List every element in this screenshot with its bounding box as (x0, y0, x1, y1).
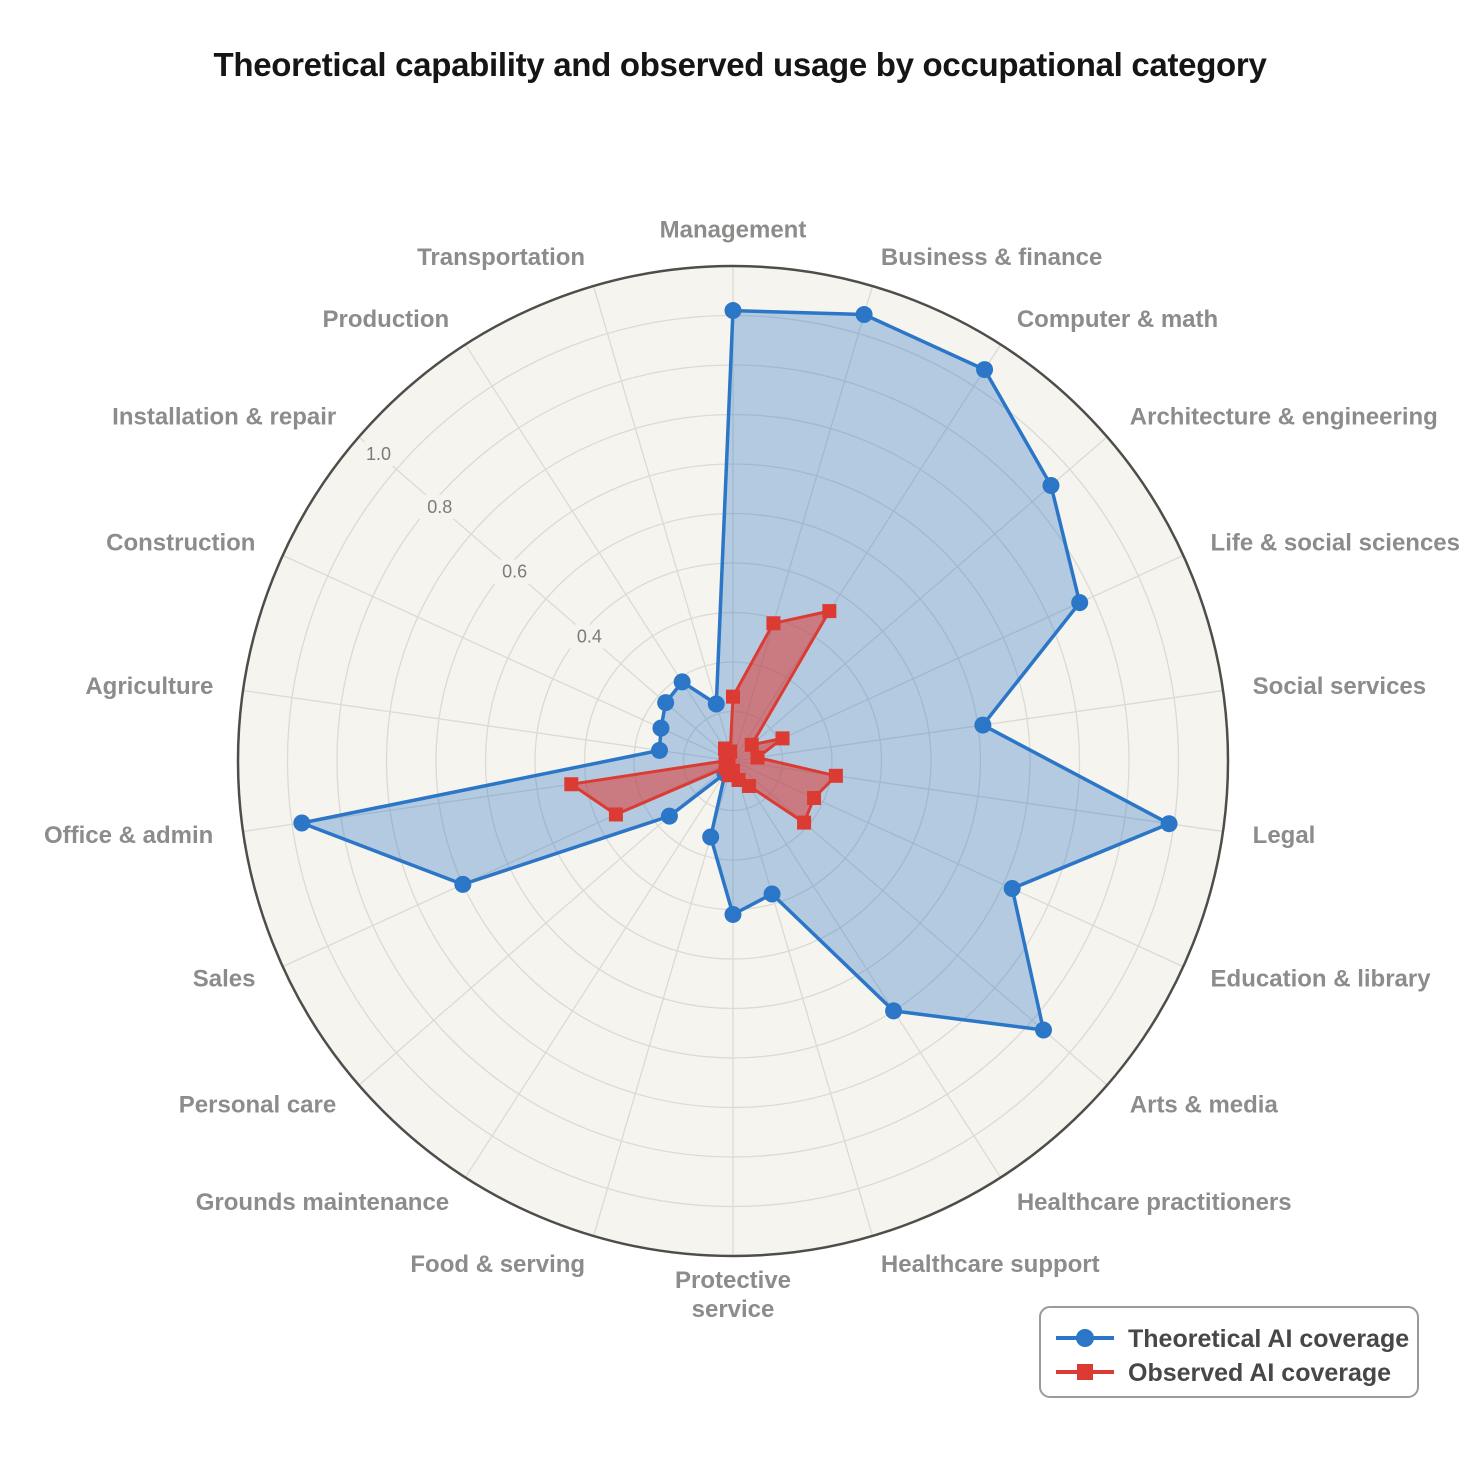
axis-label-business-finance: Business & finance (881, 244, 1102, 271)
axis-label-healthcare-practitioners: Healthcare practitioners (1017, 1189, 1292, 1216)
marker-theoretical-ai-coverage-construction (652, 719, 670, 737)
axis-label-food-serving: Food & serving (410, 1251, 585, 1278)
radial-tick-labels: 0.4 0.6 0.8 1.0 (357, 441, 611, 649)
axis-spoke-life-social-sciences (732, 554, 1184, 762)
marker-theoretical-ai-coverage-architecture-engineering (1042, 476, 1060, 494)
legend: Theoretical AI coverage Observed AI cover… (1039, 1306, 1419, 1398)
marker-observed-ai-coverage-arts-media (797, 815, 812, 830)
marker-observed-ai-coverage-business-finance (766, 616, 781, 631)
marker-observed-ai-coverage-life-social-sciences (775, 731, 790, 746)
tick-label-bg (493, 559, 536, 584)
legend-circle-marker-icon (1076, 1329, 1094, 1347)
marker-observed-ai-coverage-education-library (807, 791, 822, 806)
axis-label-installation-repair: Installation & repair (112, 404, 336, 431)
series-observed-ai-coverage (564, 604, 843, 830)
radial-tick-1.0: 1.0 (366, 444, 391, 464)
marker-observed-ai-coverage-office-admin (564, 777, 579, 792)
legend-square-marker-icon (1077, 1364, 1093, 1380)
category-labels: Management Business & finance Computer & m… (44, 217, 1460, 1323)
axis-label-life-social-sciences: Life & social sciences (1211, 529, 1460, 556)
marker-observed-ai-coverage-architecture-engineering (744, 737, 759, 752)
axis-label-sales: Sales (193, 966, 256, 993)
axis-label-grounds-maintenance: Grounds maintenance (196, 1189, 449, 1216)
axis-spoke-transportation (592, 285, 734, 762)
marker-theoretical-ai-coverage-transportation (707, 695, 725, 713)
axis-label-line: service (692, 1296, 775, 1323)
marker-observed-ai-coverage-transportation (723, 744, 738, 759)
marker-theoretical-ai-coverage-healthcare-practitioners (885, 1002, 903, 1020)
marker-theoretical-ai-coverage-education-library (1003, 879, 1021, 897)
marker-theoretical-ai-coverage-protective-service (724, 905, 742, 923)
marker-theoretical-ai-coverage-social-services (974, 716, 992, 734)
axis-label-production: Production (323, 306, 450, 333)
axis-spoke-healthcare-practitioners (732, 760, 1002, 1178)
marker-theoretical-ai-coverage-production (673, 673, 691, 691)
marker-theoretical-ai-coverage-computer-math (976, 361, 994, 379)
legend-item-observed-ai-coverage: Observed AI coverage (1056, 1359, 1391, 1387)
marker-observed-ai-coverage-computer-math (822, 604, 837, 619)
axis-label-transportation: Transportation (417, 244, 585, 271)
marker-theoretical-ai-coverage-installation-repair (657, 694, 675, 712)
axis-label-protective-service: Protective service (675, 1267, 791, 1323)
axis-label-office-admin: Office & admin (44, 822, 213, 849)
axis-label-management: Management (660, 217, 807, 244)
tick-label-bg (418, 494, 461, 519)
legend-label-theoretical-ai-coverage: Theoretical AI coverage (1128, 1325, 1409, 1353)
marker-theoretical-ai-coverage-legal (1160, 815, 1178, 833)
legend-label-observed-ai-coverage: Observed AI coverage (1128, 1359, 1391, 1387)
marker-observed-ai-coverage-legal (828, 768, 843, 783)
tick-label-bg (568, 624, 611, 649)
axis-label-personal-care: Personal care (179, 1091, 336, 1118)
marker-theoretical-ai-coverage-sales (454, 875, 472, 893)
marker-theoretical-ai-coverage-healthcare-support (763, 885, 781, 903)
legend-box (1039, 1306, 1419, 1398)
marker-theoretical-ai-coverage-arts-media (1034, 1021, 1052, 1039)
axis-label-architecture-engineering: Architecture & engineering (1130, 404, 1438, 431)
axis-label-healthcare-support: Healthcare support (881, 1251, 1100, 1278)
radial-tick-0.6: 0.6 (502, 562, 527, 582)
axis-spoke-grounds-maintenance (464, 760, 734, 1178)
axis-label-computer-math: Computer & math (1017, 306, 1218, 333)
radial-tick-0.8: 0.8 (427, 497, 452, 517)
marker-theoretical-ai-coverage-personal-care (660, 807, 678, 825)
axis-label-arts-media: Arts & media (1130, 1091, 1279, 1118)
axis-label-legal: Legal (1253, 822, 1316, 849)
outer-ring (236, 264, 1230, 1258)
marker-observed-ai-coverage-sales (608, 807, 623, 822)
axis-spoke-production (464, 344, 734, 762)
area-observed-ai-coverage (571, 611, 836, 823)
marker-observed-ai-coverage-social-services (750, 750, 765, 765)
axis-label-education-library: Education & library (1211, 966, 1432, 993)
tick-label-bg (357, 441, 400, 466)
area-theoretical-ai-coverage (301, 310, 1170, 1031)
legend-item-theoretical-ai-coverage: Theoretical AI coverage (1056, 1325, 1409, 1353)
marker-theoretical-ai-coverage-office-admin (293, 814, 311, 832)
axis-spoke-healthcare-support (732, 760, 874, 1237)
axis-label-social-services: Social services (1253, 673, 1426, 700)
marker-observed-ai-coverage-management (726, 689, 740, 704)
radial-tick-0.4: 0.4 (577, 627, 602, 647)
marker-theoretical-ai-coverage-life-social-sciences (1071, 594, 1089, 612)
marker-theoretical-ai-coverage-business-finance (855, 306, 873, 324)
chart-title: Theoretical capability and observed usag… (213, 46, 1267, 83)
axis-label-line: Protective (675, 1267, 791, 1294)
marker-theoretical-ai-coverage-management (724, 302, 742, 320)
series-theoretical-ai-coverage (293, 302, 1178, 1039)
marker-theoretical-ai-coverage-food-serving (702, 828, 720, 846)
axis-label-construction: Construction (106, 529, 255, 556)
axis-label-agriculture: Agriculture (85, 673, 213, 700)
marker-theoretical-ai-coverage-agriculture (651, 741, 669, 759)
